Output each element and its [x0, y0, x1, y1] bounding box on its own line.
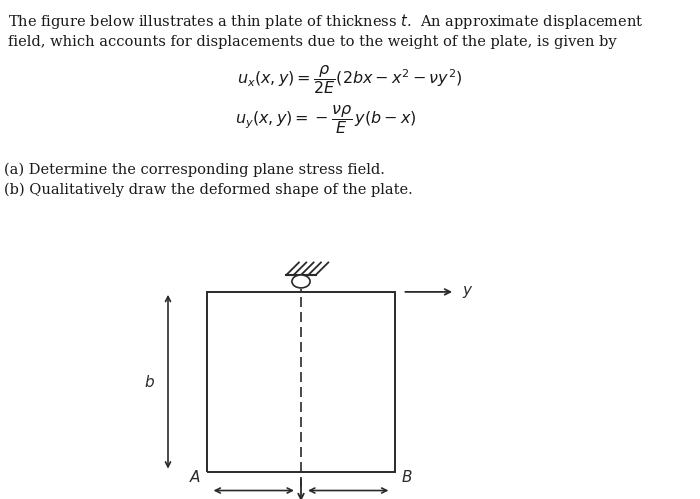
- Text: $y$: $y$: [462, 284, 474, 300]
- Text: $B$: $B$: [401, 469, 412, 485]
- Text: $u_x(x, y) = \dfrac{\rho}{2E}(2bx - x^2 - \nu y^2)$: $u_x(x, y) = \dfrac{\rho}{2E}(2bx - x^2 …: [237, 63, 463, 96]
- Text: $u_y(x, y) = -\dfrac{\nu\rho}{E}\,y(b - x)$: $u_y(x, y) = -\dfrac{\nu\rho}{E}\,y(b - …: [234, 103, 416, 136]
- Text: (a) Determine the corresponding plane stress field.: (a) Determine the corresponding plane st…: [4, 162, 384, 177]
- Text: $A$: $A$: [189, 469, 201, 485]
- Text: field, which accounts for displacements due to the weight of the plate, is given: field, which accounts for displacements …: [8, 35, 617, 49]
- Text: $b$: $b$: [144, 374, 155, 390]
- Circle shape: [292, 275, 310, 288]
- Text: The figure below illustrates a thin plate of thickness $t$.  An approximate disp: The figure below illustrates a thin plat…: [8, 12, 644, 31]
- Text: (b) Qualitatively draw the deformed shape of the plate.: (b) Qualitatively draw the deformed shap…: [4, 182, 412, 197]
